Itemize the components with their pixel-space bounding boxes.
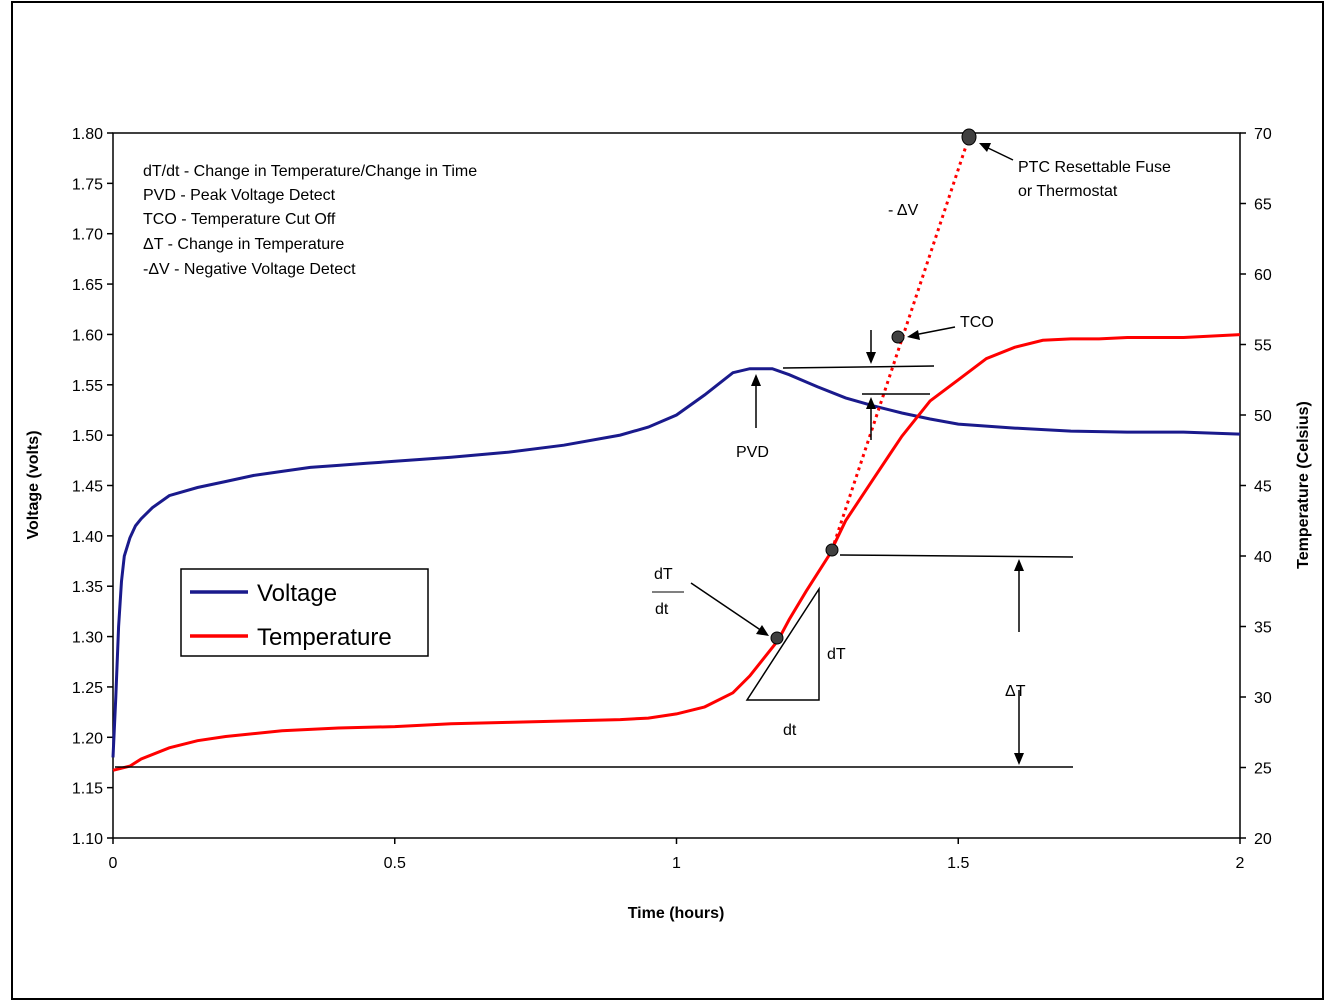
x-tick-label: 2 (1236, 855, 1245, 872)
y-left-tick-label: 1.40 (72, 529, 103, 546)
left-axis: 1.10 1.15 1.20 1.25 1.30 1.35 1.40 1.45 1.50 1.55… (72, 126, 113, 848)
y-left-tick-label: 1.25 (72, 680, 103, 697)
x-tick-label: 1.5 (947, 855, 969, 872)
x-tick-label: 1 (672, 855, 681, 872)
x-axis: 0 0.5 1 1.5 2 (109, 838, 1245, 872)
temperature-series-line (112, 333, 1241, 772)
y-right-tick-label: 45 (1254, 479, 1272, 496)
y-left-tick-label: 1.10 (72, 831, 103, 848)
tco-arrow (913, 326, 956, 336)
y-right-tick-label: 20 (1254, 831, 1272, 848)
tco-label: TCO (960, 314, 994, 331)
x-axis-title: Time (hours) (628, 905, 725, 922)
definition-delta-t: ΔT - Change in Temperature (143, 236, 344, 253)
y-right-tick-label: 50 (1254, 408, 1272, 425)
tco-arrow-head (907, 330, 920, 340)
definition-neg-dv: -ΔV - Negative Voltage Detect (143, 261, 356, 278)
delta-t-upper-line (839, 554, 1074, 558)
right-axis: 20 25 30 35 40 45 50 55 60 65 70 (1240, 126, 1272, 848)
y-right-tick-label: 55 (1254, 338, 1272, 355)
neg-dv-top-arrow-head (866, 352, 876, 364)
y-right-axis-title: Temperature (Celsius) (1295, 401, 1312, 569)
y-left-tick-label: 1.70 (72, 227, 103, 244)
slope-triangle (745, 586, 820, 701)
y-left-tick-label: 1.55 (72, 378, 103, 395)
y-left-tick-label: 1.45 (72, 479, 103, 496)
definition-dtdt: dT/dt - Change in Temperature/Change in … (143, 163, 477, 180)
definitions-block: dT/dt - Change in Temperature/Change in … (143, 163, 477, 278)
ptc-arrow-head (979, 143, 991, 152)
dtdt-denominator: dt (655, 601, 669, 618)
y-right-tick-label: 35 (1254, 620, 1272, 637)
y-left-tick-label: 1.30 (72, 630, 103, 647)
dtdt-arrow-head (756, 625, 769, 636)
y-right-tick-label: 60 (1254, 267, 1272, 284)
x-tick-label: 0 (109, 855, 118, 872)
ptc-arrow (985, 146, 1014, 161)
legend-voltage-label: Voltage (257, 580, 337, 607)
y-right-tick-label: 30 (1254, 690, 1272, 707)
legend: Voltage Temperature (180, 568, 429, 657)
chart-frame (11, 1, 1324, 1000)
dtdt-arrow (690, 582, 763, 632)
ptc-label-line1: PTC Resettable Fuse (1018, 159, 1171, 176)
delta-t-up-arrow-head (1014, 559, 1024, 571)
legend-box (180, 568, 429, 657)
definition-tco: TCO - Temperature Cut Off (143, 211, 336, 228)
y-left-tick-label: 1.15 (72, 781, 103, 798)
legend-temperature-label: Temperature (257, 624, 392, 651)
y-left-tick-label: 1.75 (72, 176, 103, 193)
dtdt-marker (770, 631, 784, 645)
y-right-tick-label: 65 (1254, 197, 1272, 214)
y-left-tick-label: 1.80 (72, 126, 103, 143)
y-right-tick-label: 70 (1254, 126, 1272, 143)
pvd-label: PVD (736, 444, 769, 461)
triangle-dt-horizontal-label: dt (783, 722, 797, 739)
delta-t-label: ΔT (1005, 683, 1026, 700)
y-right-tick-label: 40 (1254, 549, 1272, 566)
delta-t-marker (825, 543, 839, 557)
x-tick-label: 0.5 (384, 855, 406, 872)
ptc-marker (961, 128, 977, 146)
neg-dv-dotted-line (830, 136, 971, 551)
y-left-tick-label: 1.60 (72, 327, 103, 344)
voltage-series-line (111, 367, 1241, 758)
neg-dv-bottom-arrow-head (866, 397, 876, 409)
tco-marker (891, 330, 905, 344)
y-left-tick-label: 1.50 (72, 428, 103, 445)
y-right-tick-label: 25 (1254, 761, 1272, 778)
dtdt-numerator: dT (654, 566, 673, 583)
neg-dv-label: - ΔV (888, 202, 919, 219)
y-left-axis-title: Voltage (volts) (25, 430, 42, 539)
y-left-tick-label: 1.65 (72, 277, 103, 294)
y-left-tick-label: 1.20 (72, 730, 103, 747)
pvd-tangent-line (782, 365, 935, 369)
definition-pvd: PVD - Peak Voltage Detect (143, 187, 336, 204)
triangle-dt-vertical-label: dT (827, 646, 846, 663)
pvd-arrow-head (751, 374, 761, 386)
y-left-tick-label: 1.35 (72, 579, 103, 596)
ptc-label-line2: or Thermostat (1018, 183, 1118, 200)
delta-t-down-arrow-head (1014, 753, 1024, 765)
